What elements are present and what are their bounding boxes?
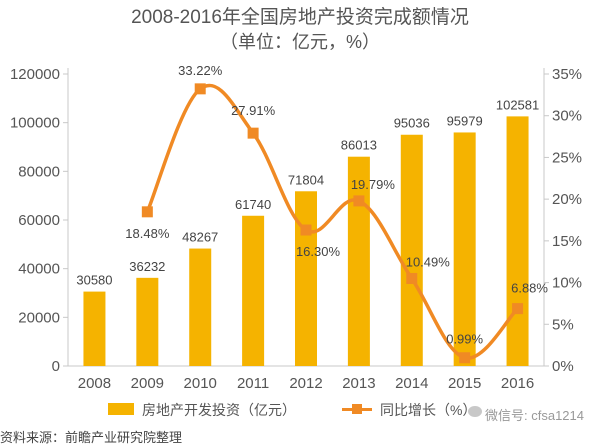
- y-left-tick-label: 80000: [18, 163, 60, 180]
- source-note: 资料来源：前瞻产业研究院整理: [0, 430, 183, 445]
- growth-marker-2016: [512, 303, 524, 315]
- legend-label-investment: 房地产开发投资（亿元）: [142, 402, 296, 418]
- bar-2010: [189, 248, 212, 366]
- growth-marker-2012: [300, 224, 312, 236]
- y-right-tick-label: 30%: [552, 108, 582, 125]
- bar-value-label: 95979: [447, 113, 483, 128]
- growth-marker-2009: [141, 206, 153, 218]
- watermark: 微信号: cfsa1214: [485, 408, 584, 423]
- bar-value-label: 61740: [235, 197, 271, 212]
- bar-value-label: 71804: [288, 172, 324, 187]
- x-tick-label: 2012: [289, 375, 322, 392]
- y-left-tick-label: 100000: [10, 115, 60, 132]
- bar-value-label: 86013: [341, 138, 377, 153]
- growth-value-label: 16.30%: [296, 244, 341, 259]
- chart-title: 2008-2016年全国房地产投资完成额情况: [131, 7, 469, 28]
- y-left-tick-label: 60000: [18, 212, 60, 229]
- legend-item-investment: 房地产开发投资（亿元）: [108, 397, 328, 421]
- x-tick-label: 2015: [448, 375, 481, 392]
- growth-value-label: 10.49%: [406, 254, 451, 269]
- y-left-tick-label: 20000: [18, 309, 60, 326]
- bar-2009: [136, 277, 159, 366]
- growth-value-label: 6.88%: [511, 281, 548, 296]
- legend: 房地产开发投资（亿元） 同比增长（%）: [0, 397, 600, 421]
- x-tick-label: 2009: [131, 375, 164, 392]
- growth-value-label: 27.91%: [231, 103, 276, 118]
- legend-label-growth: 同比增长（%）: [380, 402, 477, 418]
- y-right-tick-label: 15%: [552, 233, 582, 250]
- bar-2008: [83, 291, 106, 366]
- wechat-icon: [468, 406, 482, 417]
- x-tick-label: 2008: [78, 375, 111, 392]
- x-tick-label: 2016: [501, 375, 534, 392]
- labels-layer: 30580 36232 48267 61740 71804 86013 95036 95979…: [76, 63, 548, 347]
- bar-value-label: 102581: [496, 97, 539, 112]
- legend-bar-swatch: [108, 403, 134, 415]
- growth-marker-2013: [353, 195, 365, 207]
- growth-marker-2014: [406, 272, 418, 284]
- growth-line-layer: [141, 83, 524, 364]
- y-right-tick-label: 10%: [552, 275, 582, 292]
- growth-marker-2011: [247, 127, 259, 139]
- y-left-tick-label: 120000: [10, 66, 60, 83]
- bar-2014: [400, 134, 423, 366]
- bar-value-label: 48267: [182, 230, 218, 245]
- legend-square-marker-icon: [352, 404, 362, 414]
- bar-value-label: 36232: [129, 259, 165, 274]
- x-tick-label: 2014: [395, 375, 428, 392]
- y-left-tick-label: 40000: [18, 261, 60, 278]
- growth-marker-2015: [459, 352, 471, 364]
- y-right-tick-label: 0%: [552, 358, 574, 375]
- y-right-tick-label: 25%: [552, 149, 582, 166]
- bar-2015: [453, 132, 476, 366]
- bar-2011: [242, 215, 265, 366]
- legend-item-growth: 同比增长（%）: [342, 397, 482, 421]
- growth-value-label: 19.79%: [351, 177, 396, 192]
- y-right-tick-label: 35%: [552, 66, 582, 83]
- bars-layer: [83, 116, 529, 366]
- bar-2016: [506, 116, 529, 366]
- bar-2012: [295, 191, 317, 366]
- growth-value-label: 0.99%: [446, 332, 483, 347]
- x-tick-label: 2013: [342, 375, 375, 392]
- x-tick-label: 2010: [184, 375, 217, 392]
- y-left-tick-label: 0: [52, 358, 60, 375]
- bar-value-label: 30580: [76, 273, 112, 288]
- growth-value-label: 33.22%: [178, 63, 223, 78]
- chart-subtitle: （单位：亿元，%）: [219, 32, 380, 52]
- y-right-tick-label: 5%: [552, 316, 574, 333]
- growth-value-label: 18.48%: [125, 226, 170, 241]
- axes-layer: 0 20000 40000 60000 80000 100000 120000 0% 5% 10%…: [10, 66, 582, 392]
- bar-2013: [347, 156, 370, 366]
- y-right-tick-label: 20%: [552, 191, 582, 208]
- x-tick-label: 2011: [237, 375, 269, 392]
- bar-value-label: 95036: [394, 116, 430, 131]
- growth-marker-2010: [194, 83, 206, 95]
